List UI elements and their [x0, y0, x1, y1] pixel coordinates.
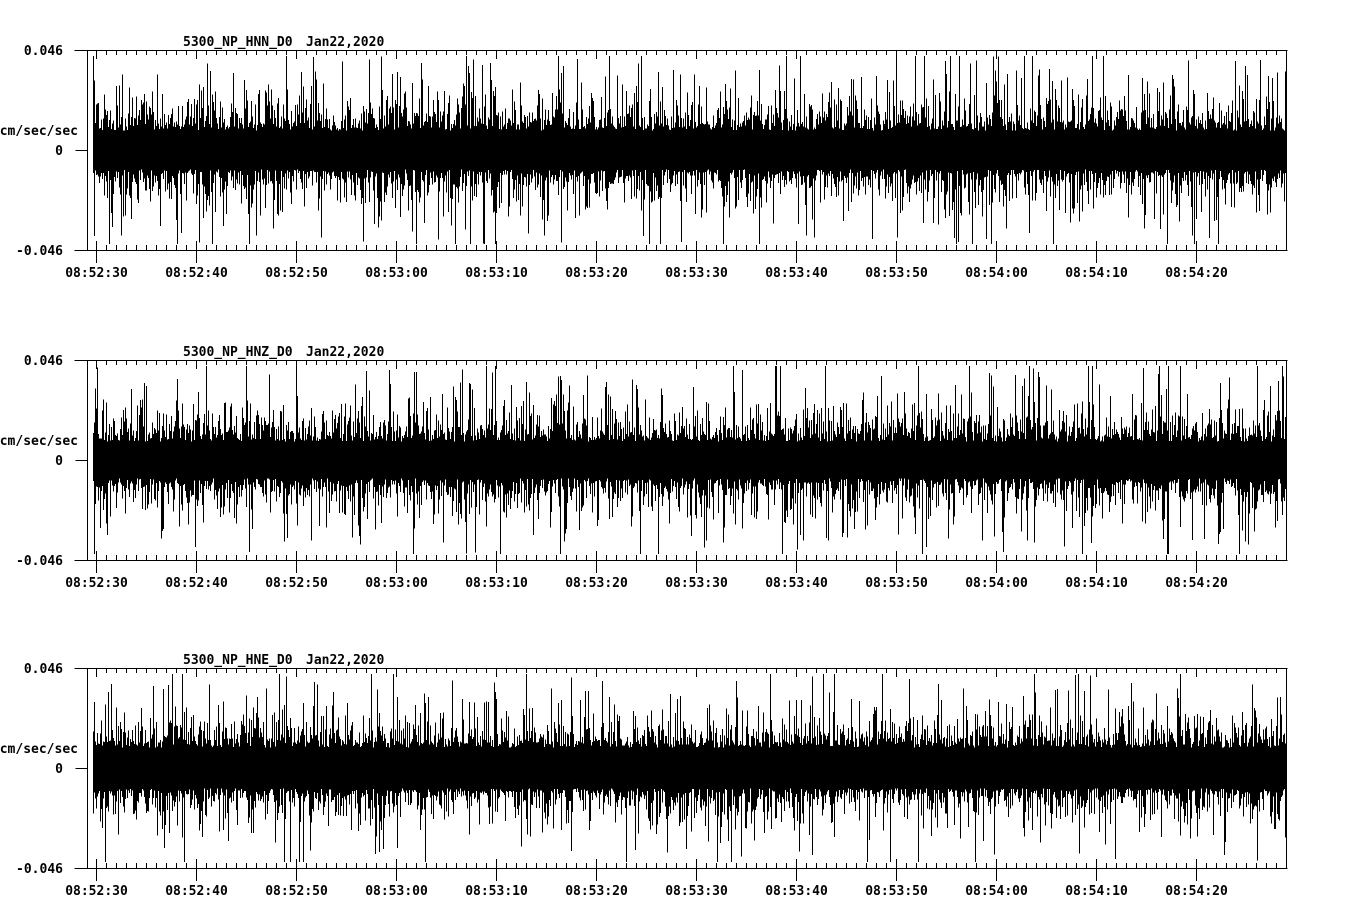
- x-tick-label: 08:54:00: [965, 884, 1028, 899]
- y-max-label: 0.046: [24, 662, 63, 677]
- x-tick-label: 08:53:50: [865, 576, 928, 591]
- plot-title-date: Jan22,2020: [306, 345, 384, 360]
- x-tick-label: 08:53:10: [465, 576, 528, 591]
- x-tick-label: 08:53:10: [465, 884, 528, 899]
- y-units-label: cm/sec/sec: [0, 742, 78, 757]
- plot-title-station: 5300_NP_HNN_D0: [183, 35, 293, 50]
- waveform-trace: [93, 673, 1287, 863]
- x-tick-label: 08:53:50: [865, 266, 928, 281]
- x-tick-label: 08:53:10: [465, 266, 528, 281]
- x-tick-label: 08:53:00: [365, 884, 428, 899]
- tick-marks: [96, 50, 1287, 263]
- x-tick-label: 08:53:40: [765, 266, 828, 281]
- plot-title-date: Jan22,2020: [306, 653, 384, 668]
- x-tick-label: 08:52:40: [165, 576, 228, 591]
- tick-marks: [96, 668, 1287, 881]
- x-tick-labels: 08:52:30 08:52:40 08:52:50 08:53:00 08:53:10…: [65, 884, 1228, 899]
- seismogram-panel-hnz: 5300_NP_HNZ_D0 Jan22,2020 0.046 cm/sec/s…: [0, 310, 1358, 610]
- seis-plot-svg: 5300_NP_HNE_D0 Jan22,2020 0.046 cm/sec/s…: [0, 653, 1288, 899]
- x-tick-label: 08:52:30: [65, 884, 128, 899]
- x-tick-labels: 08:52:30 08:52:40 08:52:50 08:53:00 08:53:10…: [65, 576, 1228, 591]
- frame-lines: [74, 50, 1288, 251]
- axis-ticks: [96, 668, 1287, 881]
- x-tick-label: 08:53:50: [865, 884, 928, 899]
- x-tick-label: 08:52:40: [165, 266, 228, 281]
- waveform-trace: [93, 55, 1287, 245]
- x-tick-label: 08:52:40: [165, 884, 228, 899]
- x-tick-label: 08:52:50: [265, 266, 328, 281]
- x-tick-label: 08:54:20: [1165, 576, 1228, 591]
- y-units-label: cm/sec/sec: [0, 434, 78, 449]
- x-tick-label: 08:52:30: [65, 576, 128, 591]
- x-tick-label: 08:53:40: [765, 884, 828, 899]
- y-zero-label: 0: [55, 762, 63, 777]
- axis-ticks: [96, 360, 1287, 573]
- seismogram-panel-hne: 5300_NP_HNE_D0 Jan22,2020 0.046 cm/sec/s…: [0, 618, 1358, 918]
- seis-plot-svg: 5300_NP_HNN_D0 Jan22,2020 0.046 cm/sec/s…: [0, 35, 1288, 281]
- waveform-path: [93, 673, 1287, 863]
- waveform-path: [93, 55, 1287, 245]
- tick-marks: [96, 360, 1287, 573]
- x-tick-label: 08:53:30: [665, 266, 728, 281]
- y-zero-label: 0: [55, 144, 63, 159]
- x-tick-label: 08:54:20: [1165, 884, 1228, 899]
- y-zero-label: 0: [55, 454, 63, 469]
- plot-title-date: Jan22,2020: [306, 35, 384, 50]
- plot-frame: [74, 668, 1288, 869]
- x-tick-label: 08:54:10: [1065, 266, 1128, 281]
- x-tick-label: 08:53:30: [665, 576, 728, 591]
- y-units-label: cm/sec/sec: [0, 124, 78, 139]
- x-tick-label: 08:52:30: [65, 266, 128, 281]
- y-max-label: 0.046: [24, 44, 63, 59]
- x-tick-label: 08:52:50: [265, 576, 328, 591]
- y-min-label: -0.046: [16, 244, 63, 259]
- seismogram-panel-hnn: 5300_NP_HNN_D0 Jan22,2020 0.046 cm/sec/s…: [0, 0, 1358, 300]
- x-tick-label: 08:54:00: [965, 576, 1028, 591]
- x-tick-label: 08:53:20: [565, 576, 628, 591]
- y-max-label: 0.046: [24, 354, 63, 369]
- axis-ticks: [96, 50, 1287, 263]
- x-tick-label: 08:53:00: [365, 266, 428, 281]
- y-min-label: -0.046: [16, 862, 63, 877]
- plot-frame: [74, 50, 1288, 251]
- x-tick-label: 08:54:10: [1065, 884, 1128, 899]
- x-tick-label: 08:54:10: [1065, 576, 1128, 591]
- waveform-path: [93, 365, 1287, 555]
- x-tick-label: 08:53:20: [565, 884, 628, 899]
- x-tick-label: 08:54:20: [1165, 266, 1228, 281]
- x-tick-label: 08:52:50: [265, 884, 328, 899]
- frame-lines: [74, 668, 1288, 869]
- x-tick-labels: 08:52:30 08:52:40 08:52:50 08:53:00 08:53:10…: [65, 266, 1228, 281]
- x-tick-label: 08:53:30: [665, 884, 728, 899]
- y-min-label: -0.046: [16, 554, 63, 569]
- plot-title-station: 5300_NP_HNE_D0: [183, 653, 293, 668]
- x-tick-label: 08:53:20: [565, 266, 628, 281]
- x-tick-label: 08:53:00: [365, 576, 428, 591]
- x-tick-label: 08:53:40: [765, 576, 828, 591]
- waveform-trace: [93, 365, 1287, 555]
- plot-frame: [74, 360, 1288, 561]
- x-tick-label: 08:54:00: [965, 266, 1028, 281]
- frame-lines: [74, 360, 1288, 561]
- plot-title-station: 5300_NP_HNZ_D0: [183, 345, 293, 360]
- seis-plot-svg: 5300_NP_HNZ_D0 Jan22,2020 0.046 cm/sec/s…: [0, 345, 1288, 591]
